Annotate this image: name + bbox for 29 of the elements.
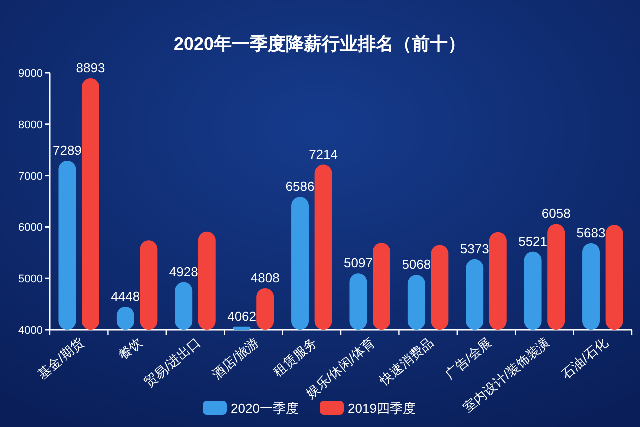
data-label: 5068 <box>402 257 432 272</box>
data-label: 7289 <box>53 142 82 158</box>
x-tick-label: 广告/会展 <box>442 334 494 382</box>
title: 2020年一季度降薪行业排名（前十） <box>174 34 466 54</box>
x-tick-label: 快速消费品 <box>376 334 436 389</box>
data-label: 4062 <box>228 308 257 324</box>
data-label: 5097 <box>344 256 373 271</box>
legend-label: 2020一季度 <box>231 401 299 416</box>
x-tick-label: 基金/期货 <box>34 334 88 382</box>
y-tick-label: 5000 <box>18 274 43 286</box>
data-label: 4448 <box>111 288 140 304</box>
legend-label: 2019四季度 <box>348 401 416 416</box>
y-tick-label: 6000 <box>18 222 43 234</box>
y-tick-label: 9000 <box>18 68 43 80</box>
data-label: 4808 <box>250 270 280 286</box>
data-label: 8893 <box>76 60 106 76</box>
x-tick-label: 酒店/旅游 <box>209 334 262 382</box>
y-tick-label: 7000 <box>18 170 43 183</box>
data-label: 5373 <box>460 241 490 256</box>
data-label: 6586 <box>286 179 315 194</box>
x-tick-label: 石油/石化 <box>558 334 611 382</box>
y-tick-label: 8000 <box>18 119 43 132</box>
y-tick-label: 4000 <box>18 325 43 337</box>
x-tick-label: 租赁服务 <box>270 334 320 380</box>
data-label: 5683 <box>576 225 606 240</box>
data-label: 4928 <box>169 264 198 280</box>
data-label: 7214 <box>309 146 338 162</box>
data-label: 5521 <box>518 234 548 249</box>
data-label: 6058 <box>542 206 571 222</box>
